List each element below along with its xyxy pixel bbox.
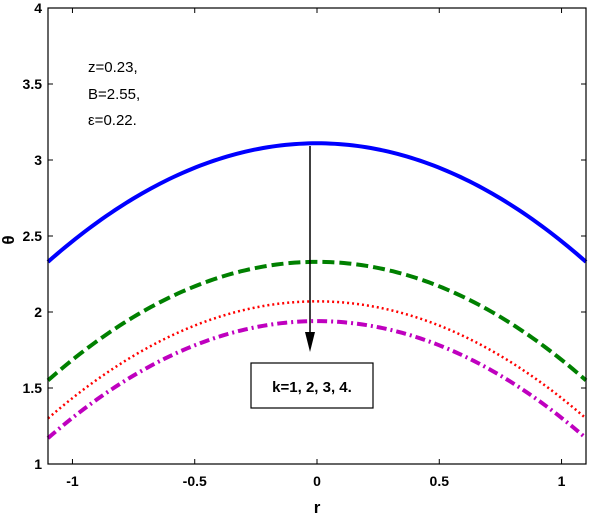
series-line-k2 [46,259,588,382]
annotation-param-b: B=2.55, [88,86,140,103]
k-label-box [250,362,374,409]
k-label-text: k=1, 2, 3, 4. [272,379,352,396]
y-tick-label: 3 [34,152,42,168]
y-tick-label: 1.5 [23,380,43,396]
y-tick-label: 4 [34,0,42,16]
x-tick-label: 1 [558,473,566,489]
series-line-k3 [47,300,587,420]
x-tick-label: -0.5 [183,473,207,489]
x-tick-label: 0.5 [430,473,450,489]
series-line-k1 [46,141,588,264]
y-axis-label: θ [0,235,18,244]
y-tick-label: 2 [34,304,42,320]
annotation-param-z: z=0.23, [88,59,138,76]
ticks-layer: -1 -0.5 0 0.5 1 1 1.5 2 2.5 3 3.5 4 [23,0,586,489]
y-tick-label: 2.5 [23,228,43,244]
trend-arrow-head [305,332,315,352]
x-tick-label: 0 [313,473,321,489]
x-axis-label: r [314,498,321,517]
x-tick-label: -1 [66,473,79,489]
series-layer [46,141,588,440]
annotation-param-epsilon: ε=0.22. [88,112,137,129]
y-tick-label: 3.5 [23,76,43,92]
series-line-k4 [46,319,588,440]
y-tick-label: 1 [34,456,42,472]
